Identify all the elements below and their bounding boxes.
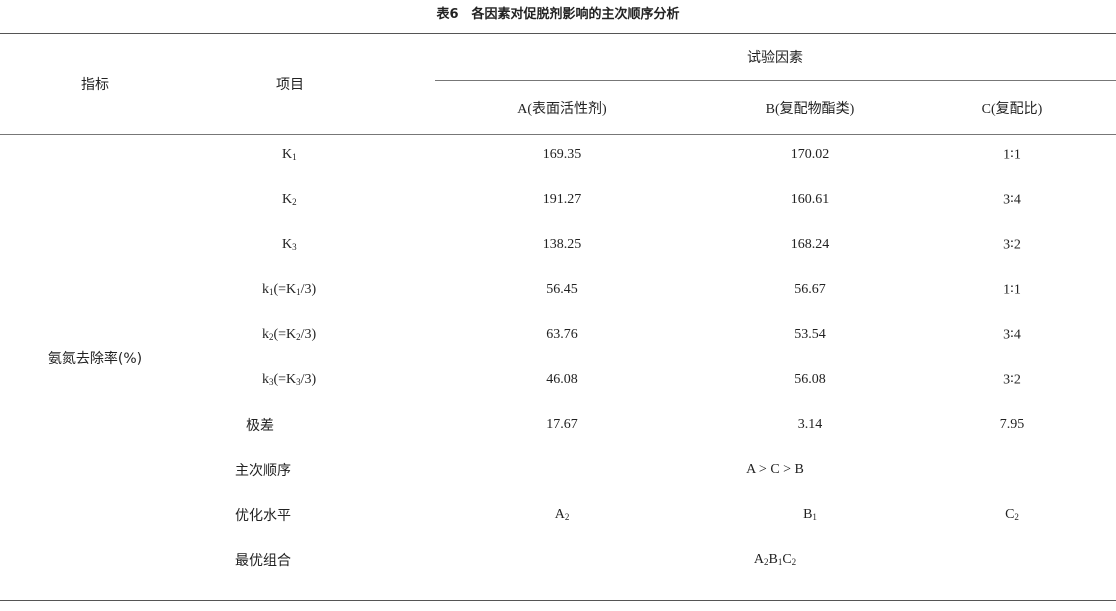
cell-factor-c: 3∶4 <box>1003 327 1021 343</box>
cell-factor-b: 3.14 <box>797 417 823 432</box>
cell-factor-b: 160.61 <box>790 192 830 207</box>
cell-factor-a: 17.67 <box>546 417 578 432</box>
row-item: K1 <box>282 147 297 162</box>
cell-factor-a: 138.25 <box>542 237 582 252</box>
cell-factor-b: 53.54 <box>794 327 826 342</box>
cell-factor-c: 3∶2 <box>1003 372 1021 388</box>
cell-factor-b: 168.24 <box>790 237 830 252</box>
row-item: 最优组合 <box>235 553 291 569</box>
cell-factor-c: 3∶4 <box>1003 192 1021 208</box>
row-item: K3 <box>282 237 297 252</box>
cell-factor-b: 56.67 <box>794 282 826 297</box>
header-factor-a: A(表面活性剂) <box>517 102 607 117</box>
cell-factor-c: C2 <box>1005 507 1019 522</box>
cell-factor-c: 7.95 <box>999 417 1025 432</box>
cell-factor-a: 46.08 <box>546 372 578 387</box>
header-factor-c: C(复配比) <box>981 102 1043 117</box>
bottom-rule <box>0 600 1116 601</box>
row-item: k2(=K2/3) <box>262 327 317 342</box>
cell-factor-b: B1 <box>803 507 817 522</box>
cell-factor-c: 1∶1 <box>1003 147 1021 163</box>
top-rule <box>0 33 1116 34</box>
cell-factor-c: 1∶1 <box>1003 282 1021 298</box>
header-factor-b: B(复配物酯类) <box>765 102 855 117</box>
row-item: K2 <box>282 192 297 207</box>
indicator-value: 氨氮去除率(%) <box>47 351 143 367</box>
row-item: k1(=K1/3) <box>262 282 317 297</box>
cell-factor-b: 56.08 <box>794 372 826 387</box>
header-rule <box>0 134 1116 135</box>
row-item: 主次顺序 <box>235 463 291 479</box>
cell-factor-b: 170.02 <box>790 147 830 162</box>
header-indicator: 指标 <box>81 77 109 93</box>
row-item: k3(=K3/3) <box>262 372 317 387</box>
row-item: 优化水平 <box>235 508 291 524</box>
header-item: 项目 <box>276 77 304 93</box>
cell-factor-c: 3∶2 <box>1003 237 1021 253</box>
cell-factor-a: 56.45 <box>546 282 578 297</box>
row-span-value: A > C > B <box>746 462 804 477</box>
cell-factor-a: A2 <box>554 507 570 522</box>
cell-factor-a: 169.35 <box>542 147 582 162</box>
header-factor-group: 试验因素 <box>747 50 803 66</box>
table-title: 表6 各因素对促脱剂影响的主次顺序分析 <box>436 7 680 22</box>
header-divider <box>435 80 1116 81</box>
row-item: 极差 <box>246 418 274 434</box>
cell-factor-a: 191.27 <box>542 192 582 207</box>
cell-factor-a: 63.76 <box>546 327 578 342</box>
row-span-value: A2B1C2 <box>753 552 797 567</box>
